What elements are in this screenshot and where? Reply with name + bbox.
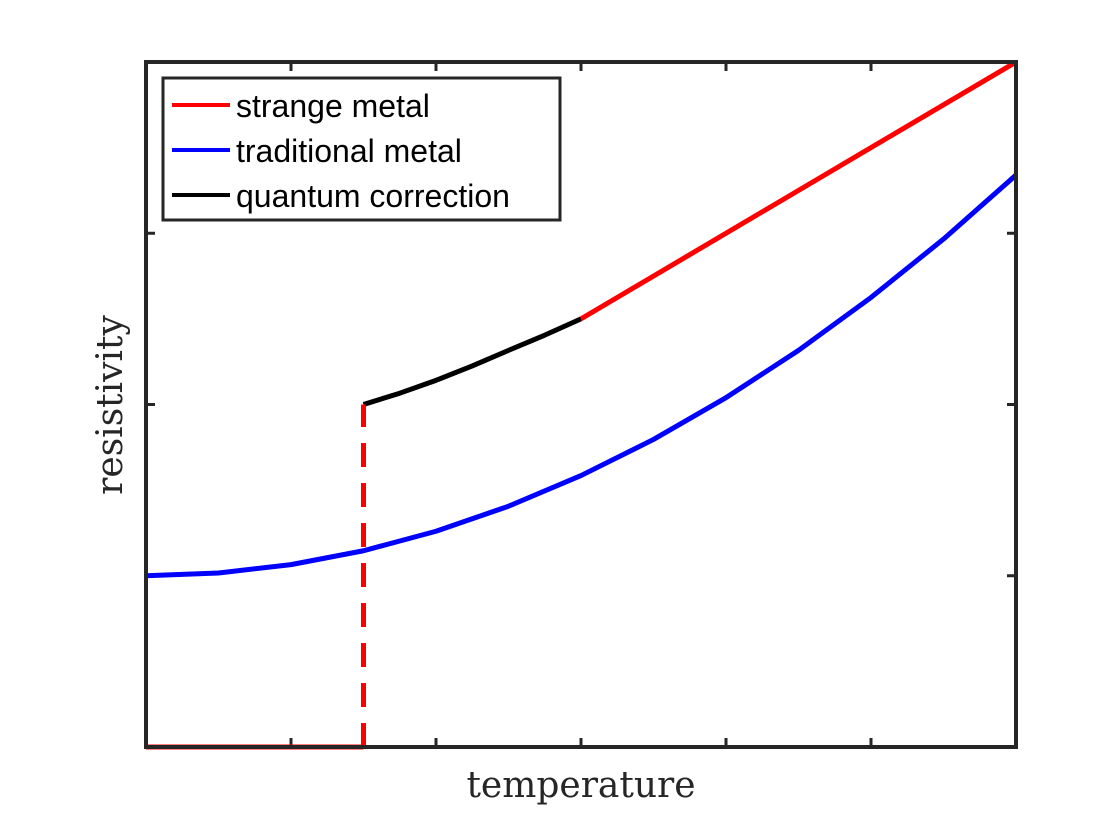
y-axis-label: resistivity	[90, 315, 131, 495]
x-axis-label: temperature	[466, 765, 695, 806]
legend-label-traditional-metal: traditional metal	[236, 133, 462, 169]
legend: strange metal traditional metal quantum …	[161, 76, 562, 222]
axes-box	[144, 60, 1018, 749]
series-line-traditional-metal	[145, 173, 1018, 579]
series-line-strange-metal	[579, 59, 1018, 322]
legend-label-quantum-correction: quantum correction	[236, 178, 510, 214]
series-line-quantum-correction	[362, 316, 583, 407]
legend-label-strange-metal: strange metal	[236, 88, 430, 124]
